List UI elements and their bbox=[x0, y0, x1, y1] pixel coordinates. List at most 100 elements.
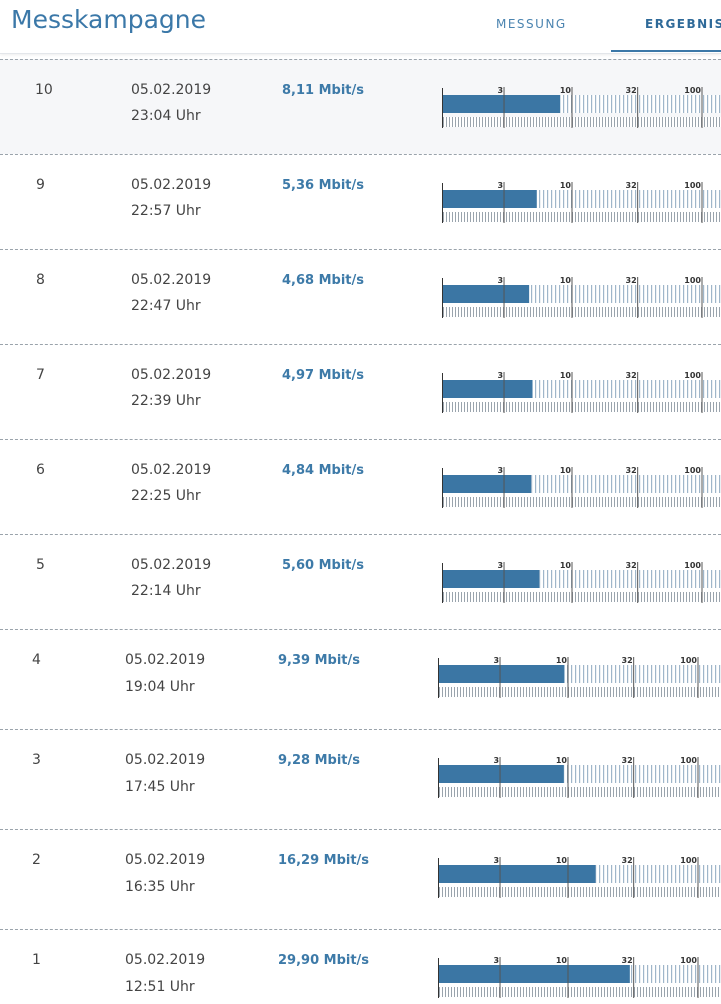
gauge-tick-label: 100 bbox=[680, 956, 697, 965]
time: 22:39 Uhr bbox=[131, 393, 201, 409]
gauge-tick-label: 10 bbox=[556, 956, 568, 965]
gauge-tick-label: 100 bbox=[680, 656, 697, 665]
gauge-tick-label: 32 bbox=[626, 181, 637, 190]
time: 22:14 Uhr bbox=[131, 583, 201, 599]
gauge-tick-label: 3 bbox=[497, 181, 503, 190]
gauge-scale-strip bbox=[442, 402, 721, 412]
result-row: 4 05.02.2019 19:04 Uhr 9,39 Mbit/s 3 10 32 100 bbox=[0, 629, 721, 730]
gauge-tick-label: 32 bbox=[622, 656, 633, 665]
gauge-scale-strip bbox=[438, 887, 721, 897]
gauge-tick-label: 32 bbox=[626, 86, 637, 95]
gauge-tick-label: 100 bbox=[680, 856, 697, 865]
speed: 16,29 Mbit/s bbox=[278, 853, 370, 868]
speed: 5,60 Mbit/s bbox=[282, 558, 364, 573]
rank: 1 bbox=[32, 952, 41, 968]
speed: 9,39 Mbit/s bbox=[278, 653, 360, 668]
result-row: 1 05.02.2019 12:51 Uhr 29,90 Mbit/s 3 10 32 100 bbox=[0, 929, 721, 1004]
speed: 29,90 Mbit/s bbox=[278, 953, 370, 968]
time: 17:45 Uhr bbox=[125, 779, 195, 795]
gauge-scale-strip bbox=[438, 687, 721, 697]
time: 22:25 Uhr bbox=[131, 488, 201, 504]
speed-gauge: 3 10 32 100 bbox=[438, 856, 721, 898]
date: 05.02.2019 bbox=[131, 367, 212, 383]
speed: 4,84 Mbit/s bbox=[282, 463, 364, 478]
gauge-tick-label: 10 bbox=[556, 656, 568, 665]
date: 05.02.2019 bbox=[125, 652, 206, 668]
speed: 4,97 Mbit/s bbox=[282, 368, 364, 383]
gauge-tick-label: 32 bbox=[622, 856, 633, 865]
speed-gauge: 3 10 32 100 bbox=[442, 466, 721, 508]
speed-bar bbox=[438, 865, 596, 883]
gauge-tick-label: 32 bbox=[626, 561, 637, 570]
gauge-scale-strip bbox=[442, 307, 721, 317]
rank: 5 bbox=[36, 557, 45, 573]
result-row: 7 05.02.2019 22:39 Uhr 4,97 Mbit/s 3 10 32 100 bbox=[0, 344, 721, 440]
rank: 3 bbox=[32, 752, 41, 768]
gauge-tick-label: 10 bbox=[560, 86, 572, 95]
tab[interactable]: ERGEBNISSE bbox=[645, 17, 721, 31]
gauge-tick-label: 3 bbox=[497, 466, 503, 475]
gauge-tick-label: 3 bbox=[497, 86, 503, 95]
gauge-tick-label: 100 bbox=[684, 371, 701, 380]
result-row: 10 05.02.2019 23:04 Uhr 8,11 Mbit/s 3 10 32 100 bbox=[0, 59, 721, 155]
speed-bar bbox=[442, 475, 532, 493]
date: 05.02.2019 bbox=[125, 852, 206, 868]
result-row: 5 05.02.2019 22:14 Uhr 5,60 Mbit/s 3 10 32 100 bbox=[0, 534, 721, 630]
rank: 2 bbox=[32, 852, 41, 868]
gauge-tick-label: 100 bbox=[680, 756, 697, 765]
speed-bar bbox=[442, 95, 561, 113]
time: 22:57 Uhr bbox=[131, 203, 201, 219]
gauge-tick-label: 100 bbox=[684, 276, 701, 285]
gauge-tick-label: 10 bbox=[560, 561, 572, 570]
gauge-scale-strip bbox=[438, 787, 721, 797]
speed-bar bbox=[438, 665, 565, 683]
result-row: 6 05.02.2019 22:25 Uhr 4,84 Mbit/s 3 10 32 100 bbox=[0, 439, 721, 535]
date: 05.02.2019 bbox=[125, 952, 206, 968]
speed: 5,36 Mbit/s bbox=[282, 178, 364, 193]
result-row: 2 05.02.2019 16:35 Uhr 16,29 Mbit/s 3 10 32 100 bbox=[0, 829, 721, 930]
gauge-tick-label: 100 bbox=[684, 466, 701, 475]
time: 12:51 Uhr bbox=[125, 979, 195, 995]
speed-gauge: 3 10 32 100 bbox=[438, 656, 721, 698]
page-title: Messkampagne bbox=[11, 5, 206, 34]
gauge-scale-strip bbox=[442, 497, 721, 507]
speed: 8,11 Mbit/s bbox=[282, 83, 364, 98]
time: 23:04 Uhr bbox=[131, 108, 201, 124]
gauge-tick-label: 100 bbox=[684, 561, 701, 570]
gauge-tick-label: 32 bbox=[626, 371, 637, 380]
rank: 9 bbox=[36, 177, 45, 193]
gauge-tick-label: 100 bbox=[684, 181, 701, 190]
date: 05.02.2019 bbox=[131, 272, 212, 288]
speed-gauge: 3 10 32 100 bbox=[442, 86, 721, 128]
date: 05.02.2019 bbox=[131, 82, 212, 98]
gauge-tick-label: 100 bbox=[684, 86, 701, 95]
speed-gauge: 3 10 32 100 bbox=[442, 561, 721, 603]
date: 05.02.2019 bbox=[131, 557, 212, 573]
rank: 7 bbox=[36, 367, 45, 383]
speed-bar bbox=[438, 965, 630, 983]
rank: 6 bbox=[36, 462, 45, 478]
gauge-tick-label: 10 bbox=[560, 466, 572, 475]
speed: 4,68 Mbit/s bbox=[282, 273, 364, 288]
speed-gauge: 3 10 32 100 bbox=[438, 956, 721, 998]
speed-bar bbox=[442, 380, 533, 398]
gauge-tick-label: 10 bbox=[560, 371, 572, 380]
gauge-scale-strip bbox=[442, 117, 721, 127]
gauge-tick-label: 32 bbox=[622, 956, 633, 965]
speed-gauge: 3 10 32 100 bbox=[438, 756, 721, 798]
gauge-scale-strip bbox=[442, 592, 721, 602]
tab[interactable]: MESSUNG bbox=[496, 17, 567, 31]
gauge-tick-label: 3 bbox=[493, 656, 499, 665]
time: 22:47 Uhr bbox=[131, 298, 201, 314]
result-row: 8 05.02.2019 22:47 Uhr 4,68 Mbit/s 3 10 32 100 bbox=[0, 249, 721, 345]
speed: 9,28 Mbit/s bbox=[278, 753, 360, 768]
active-tab-indicator bbox=[611, 50, 721, 52]
gauge-tick-label: 10 bbox=[560, 181, 572, 190]
gauge-tick-label: 3 bbox=[497, 371, 503, 380]
gauge-scale-strip bbox=[442, 212, 721, 222]
rank: 8 bbox=[36, 272, 45, 288]
result-row: 9 05.02.2019 22:57 Uhr 5,36 Mbit/s 3 10 32 100 bbox=[0, 154, 721, 250]
gauge-tick-label: 3 bbox=[493, 856, 499, 865]
date: 05.02.2019 bbox=[125, 752, 206, 768]
